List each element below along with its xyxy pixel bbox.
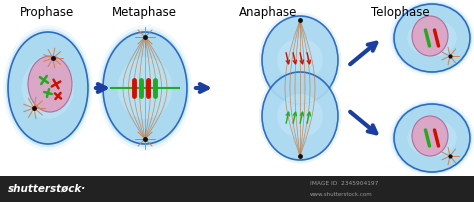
Text: Metaphase: Metaphase [112,6,177,19]
Bar [0,176,474,202]
Ellipse shape [3,25,93,151]
Ellipse shape [6,29,91,147]
Text: Anaphase: Anaphase [238,6,297,19]
Ellipse shape [8,32,88,144]
Ellipse shape [118,57,173,119]
Ellipse shape [259,13,341,107]
Ellipse shape [22,57,74,119]
Ellipse shape [98,25,192,151]
Ellipse shape [262,16,338,104]
Ellipse shape [394,104,470,172]
Ellipse shape [390,0,474,76]
Ellipse shape [103,32,187,144]
Ellipse shape [277,94,323,138]
Text: IMAGE ID  2345904197: IMAGE ID 2345904197 [310,181,378,186]
Ellipse shape [262,72,338,160]
Ellipse shape [412,16,448,56]
Ellipse shape [100,29,190,147]
Ellipse shape [407,119,457,157]
Ellipse shape [277,38,323,82]
Ellipse shape [28,56,72,112]
Ellipse shape [412,116,448,156]
Ellipse shape [407,19,457,57]
Text: Prophase: Prophase [20,6,74,19]
Text: www.shutterstock.com: www.shutterstock.com [310,192,373,197]
Ellipse shape [259,68,341,164]
Text: Telophase: Telophase [371,6,430,19]
Ellipse shape [390,100,474,176]
Ellipse shape [394,4,470,72]
Text: shutterstøck·: shutterstøck· [8,184,86,194]
Ellipse shape [392,2,472,74]
Ellipse shape [392,102,472,174]
